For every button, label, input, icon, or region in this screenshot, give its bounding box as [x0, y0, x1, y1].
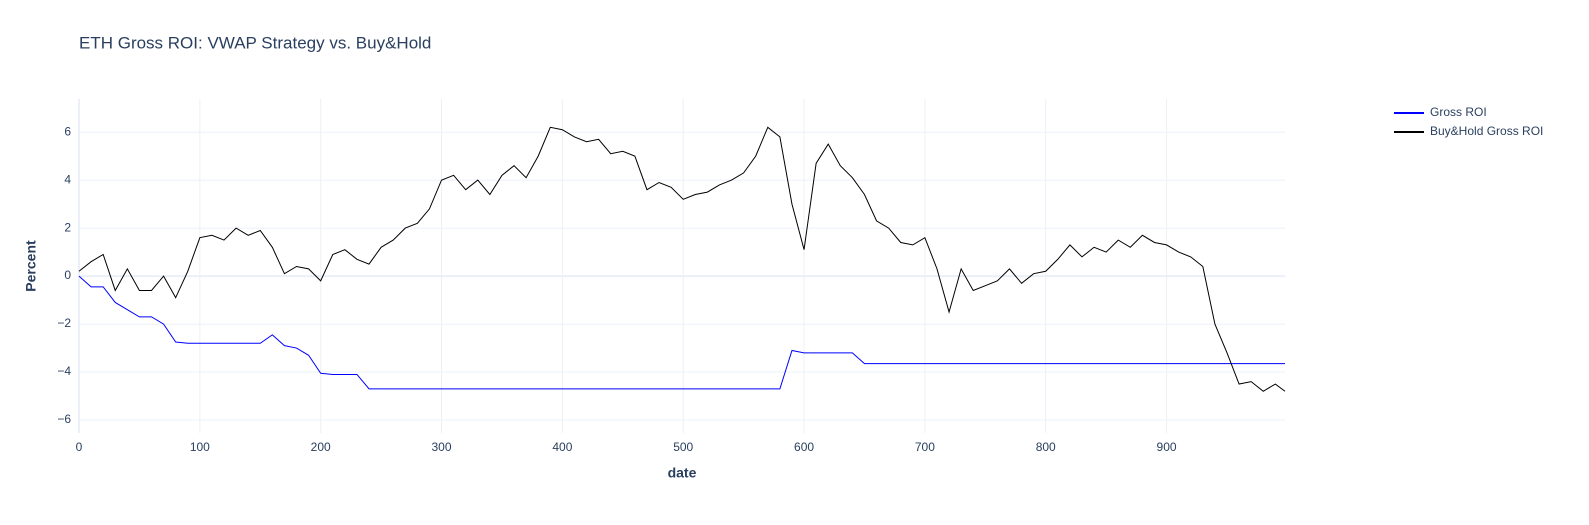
x-tick-label: 700: [915, 440, 935, 454]
x-tick-label: 0: [76, 440, 83, 454]
x-tick-label: 100: [190, 440, 210, 454]
x-tick-label: 500: [673, 440, 693, 454]
y-tick-label: 0: [64, 268, 71, 282]
x-tick-label: 900: [1157, 440, 1177, 454]
y-tick-label: −2: [57, 316, 71, 330]
x-tick-label: 400: [552, 440, 572, 454]
y-axis-title: Percent: [23, 240, 39, 292]
line-series: [78, 126, 1286, 392]
y-tick-label: 2: [64, 220, 71, 234]
y-tick-label: 4: [64, 172, 71, 186]
y-tick-label: −4: [57, 364, 71, 378]
x-tick-label: 300: [432, 440, 452, 454]
legend-label: Gross ROI: [1430, 105, 1487, 119]
y-tick-label: −6: [57, 412, 71, 426]
y-tick-label: 6: [64, 124, 71, 138]
legend-label: Buy&Hold Gross ROI: [1430, 124, 1543, 138]
x-axis-title: date: [668, 465, 697, 481]
x-tick-label: 600: [794, 440, 814, 454]
x-tick-label: 800: [1036, 440, 1056, 454]
line-series: [78, 275, 1285, 390]
chart-title: ETH Gross ROI: VWAP Strategy vs. Buy&Hol…: [79, 33, 431, 52]
x-tick-label: 200: [311, 440, 331, 454]
